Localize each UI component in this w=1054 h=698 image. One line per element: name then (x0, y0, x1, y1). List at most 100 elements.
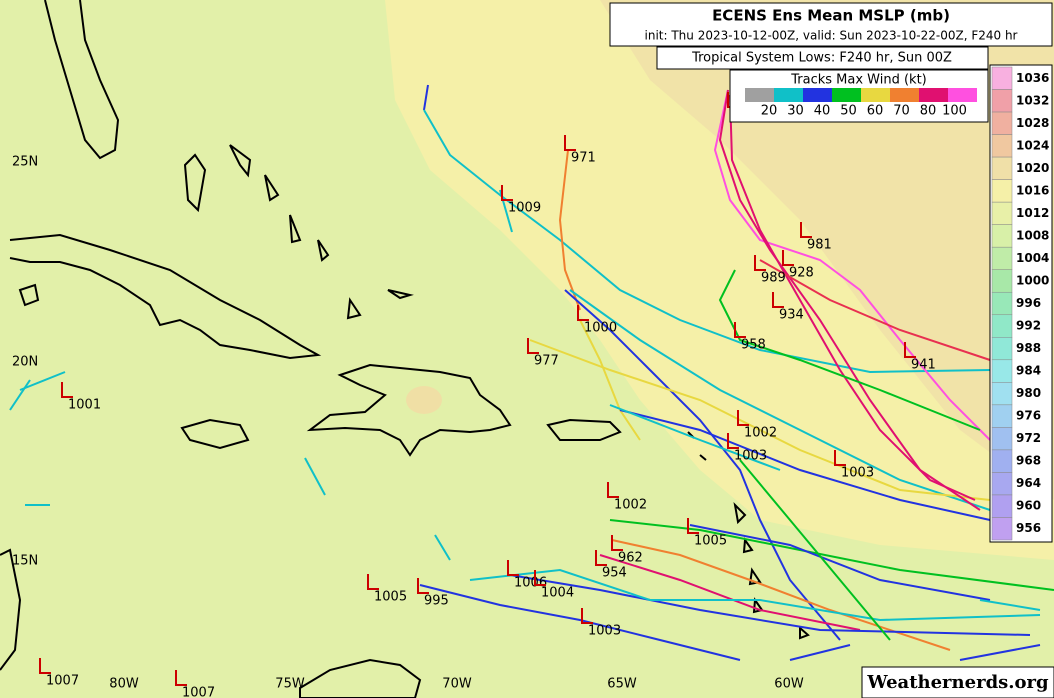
lon-label: 65W (607, 677, 637, 692)
lows-title-box (656, 46, 989, 70)
low-symbol (727, 433, 739, 449)
colorbar-label: 988 (1016, 341, 1041, 355)
low-label: 995 (424, 594, 449, 609)
low-label: 989 (761, 271, 786, 286)
low-label: 1009 (508, 201, 541, 216)
track-label: 80 (920, 104, 937, 119)
title-box (609, 2, 1053, 47)
colorbar-label: 1036 (1016, 71, 1049, 85)
colorbar-label: 996 (1016, 296, 1041, 310)
low-symbol (834, 450, 846, 466)
colorbar-swatch (991, 427, 1013, 451)
low-symbol (737, 410, 749, 426)
low-symbol (611, 535, 623, 551)
low-symbol (507, 560, 519, 576)
lon-label: 80W (109, 677, 139, 692)
low-symbol (800, 222, 812, 238)
low-symbol (772, 292, 784, 308)
colorbar-label: 1016 (1016, 183, 1049, 197)
coastlines (0, 0, 810, 698)
track-color (774, 88, 803, 102)
low-label: 971 (571, 151, 596, 166)
low-symbol (39, 658, 51, 674)
low-symbol (687, 518, 699, 534)
colorbar-label: 984 (1016, 364, 1041, 378)
low-label: 958 (741, 338, 766, 353)
track-label: 20 (761, 104, 778, 119)
low-label: 941 (911, 358, 936, 373)
low-label: 934 (779, 308, 804, 323)
low-symbol (754, 255, 766, 271)
track-color (890, 88, 919, 102)
low-symbol (581, 608, 593, 624)
colorbar-label: 956 (1016, 521, 1041, 535)
watermark: Weathernerds.org (866, 672, 1049, 693)
lat-label: 20N (12, 355, 38, 370)
colorbar-swatch (991, 134, 1013, 158)
tracks (9, 84, 1054, 661)
low-label: 1005 (694, 534, 727, 549)
low-symbol (527, 338, 539, 354)
subtitle: init: Thu 2023-10-12-00Z, valid: Sun 202… (645, 29, 1018, 43)
colorbar-swatch (991, 224, 1013, 248)
low-symbol (534, 570, 546, 586)
track-color (832, 88, 861, 102)
colorbar-swatch (991, 269, 1013, 293)
low-label: 1003 (588, 624, 621, 639)
low-label: 954 (602, 566, 627, 581)
pressure-area (600, 0, 1054, 500)
colorbar-label: 1008 (1016, 228, 1049, 242)
colorbar-swatch (991, 449, 1013, 473)
colorbar-swatch (991, 517, 1013, 541)
colorbar-label: 980 (1016, 386, 1041, 400)
track-legend-title: Tracks Max Wind (kt) (790, 73, 927, 88)
lon-label: 60W (774, 677, 804, 692)
colorbar-swatch (991, 314, 1013, 338)
colorbar-swatch (991, 246, 1013, 270)
low-label: 962 (618, 551, 643, 566)
colorbar-label: 1032 (1016, 93, 1049, 107)
track-color (861, 88, 890, 102)
colorbar-label: 968 (1016, 454, 1041, 468)
low-symbol (782, 250, 794, 266)
low-label: 1007 (182, 686, 215, 698)
track-label: 50 (840, 104, 857, 119)
low-symbol (595, 550, 607, 566)
colorbar-label: 1028 (1016, 116, 1049, 130)
low-label: 928 (789, 266, 814, 281)
low-symbol (734, 322, 746, 338)
low-symbol (175, 670, 187, 686)
track-label: 100 (942, 104, 967, 119)
low-label: 1006 (514, 576, 547, 591)
colorbar-label: 1012 (1016, 206, 1049, 220)
low-label: 1003 (734, 449, 767, 464)
colorbar-swatch (991, 382, 1013, 406)
colorbar-swatch (991, 89, 1013, 113)
track-label: 40 (814, 104, 831, 119)
colorbar-swatch (991, 66, 1013, 90)
lon-label: 75W (275, 677, 305, 692)
low-label: 1007 (46, 674, 79, 689)
colorbar-swatch (991, 337, 1013, 361)
colorbar-label: 992 (1016, 319, 1041, 333)
colorbar-label: 1024 (1016, 138, 1049, 152)
track-legend-items: 20 30 40 50 60 70 80 100 (745, 88, 977, 119)
low-label: 1003 (841, 466, 874, 481)
colorbar-swatch (991, 359, 1013, 383)
low-label: 977 (534, 354, 559, 369)
low-label: 1002 (614, 498, 647, 513)
colorbar-label: 1020 (1016, 161, 1049, 175)
low-symbol (607, 482, 619, 498)
low-symbol (501, 185, 513, 201)
low-label: 1001 (68, 398, 101, 413)
colorbar-swatch (991, 404, 1013, 428)
low-symbol (577, 305, 589, 321)
watermark-box (861, 666, 1054, 698)
colorbar-label: 976 (1016, 409, 1041, 423)
lat-label: 15N (12, 554, 38, 569)
colorbar-swatch (991, 111, 1013, 135)
track-color (745, 88, 774, 102)
colorbar-label: 1004 (1016, 251, 1049, 265)
low-symbol (564, 135, 576, 151)
